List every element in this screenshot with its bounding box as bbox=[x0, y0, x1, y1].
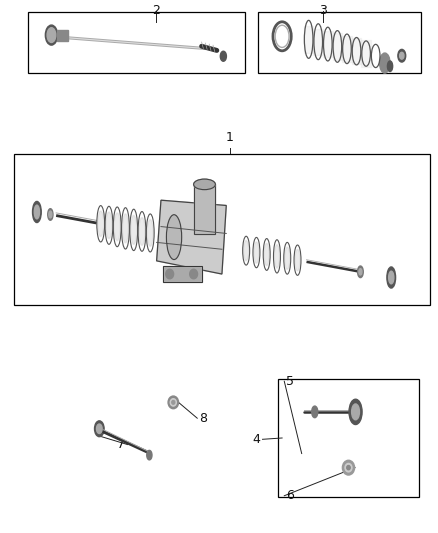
Bar bbox=[163, 266, 202, 282]
Ellipse shape bbox=[47, 28, 56, 43]
Ellipse shape bbox=[190, 269, 198, 279]
Ellipse shape bbox=[244, 240, 249, 261]
Bar bbox=[258, 12, 421, 72]
Ellipse shape bbox=[166, 269, 173, 279]
Bar bbox=[194, 184, 215, 235]
Ellipse shape bbox=[170, 399, 177, 406]
Ellipse shape bbox=[264, 244, 269, 265]
Ellipse shape bbox=[194, 179, 215, 190]
Ellipse shape bbox=[399, 52, 404, 59]
Ellipse shape bbox=[285, 247, 290, 269]
Ellipse shape bbox=[389, 271, 394, 284]
Ellipse shape bbox=[46, 25, 57, 45]
Ellipse shape bbox=[295, 249, 300, 271]
Ellipse shape bbox=[166, 215, 182, 260]
Text: 5: 5 bbox=[286, 375, 294, 388]
Bar bbox=[194, 184, 215, 235]
Ellipse shape bbox=[347, 465, 350, 470]
Ellipse shape bbox=[168, 396, 179, 409]
Ellipse shape bbox=[357, 266, 363, 278]
Bar bbox=[14, 155, 430, 305]
Ellipse shape bbox=[147, 220, 153, 246]
Text: 3: 3 bbox=[319, 4, 327, 17]
Ellipse shape bbox=[387, 267, 396, 288]
Ellipse shape bbox=[106, 212, 112, 239]
Bar bbox=[278, 378, 419, 497]
Ellipse shape bbox=[49, 211, 52, 218]
Ellipse shape bbox=[139, 217, 145, 245]
Ellipse shape bbox=[349, 399, 362, 424]
Ellipse shape bbox=[32, 201, 41, 223]
Ellipse shape bbox=[48, 209, 53, 220]
Text: 2: 2 bbox=[152, 4, 160, 17]
Ellipse shape bbox=[398, 50, 406, 62]
Polygon shape bbox=[157, 200, 226, 274]
Ellipse shape bbox=[131, 215, 137, 244]
Ellipse shape bbox=[312, 406, 318, 418]
Text: 1: 1 bbox=[226, 131, 234, 144]
Bar bbox=[163, 266, 202, 282]
Text: 6: 6 bbox=[286, 489, 294, 502]
Ellipse shape bbox=[359, 269, 362, 275]
FancyBboxPatch shape bbox=[57, 30, 67, 42]
Text: 8: 8 bbox=[199, 411, 208, 425]
Ellipse shape bbox=[98, 211, 104, 237]
Ellipse shape bbox=[254, 242, 259, 263]
Ellipse shape bbox=[123, 214, 128, 243]
Text: 4: 4 bbox=[252, 433, 260, 446]
Ellipse shape bbox=[352, 404, 360, 420]
Ellipse shape bbox=[380, 53, 390, 73]
Ellipse shape bbox=[172, 400, 175, 404]
Ellipse shape bbox=[274, 245, 279, 268]
Ellipse shape bbox=[95, 421, 104, 437]
Text: 7: 7 bbox=[117, 438, 125, 451]
Ellipse shape bbox=[114, 213, 120, 241]
Ellipse shape bbox=[220, 51, 226, 61]
Ellipse shape bbox=[388, 61, 392, 71]
Ellipse shape bbox=[345, 463, 352, 472]
Bar bbox=[28, 12, 245, 72]
Ellipse shape bbox=[343, 461, 355, 475]
Ellipse shape bbox=[96, 424, 102, 433]
Ellipse shape bbox=[147, 450, 152, 460]
Ellipse shape bbox=[34, 205, 39, 219]
